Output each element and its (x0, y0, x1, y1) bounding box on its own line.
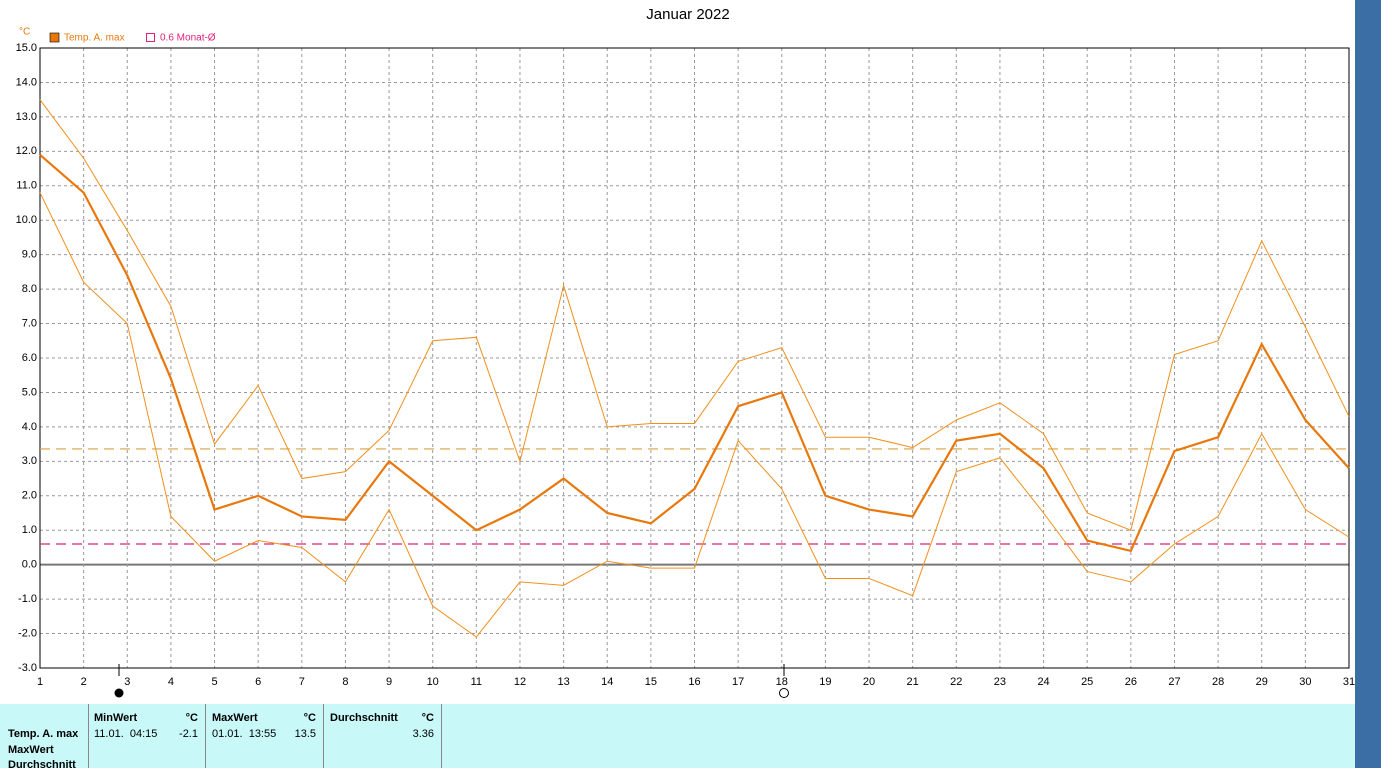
x-tick-label: 26 (1125, 676, 1137, 688)
series-line (39, 99, 1350, 531)
row-label: Temp. A. max (8, 728, 79, 740)
chart-title: Januar 2022 (646, 6, 729, 23)
cell-value: -2.1 (179, 728, 198, 740)
row-label: Durchschnitt (8, 759, 76, 768)
legend-swatch (146, 33, 155, 42)
x-tick-label: 28 (1212, 676, 1224, 688)
x-tick-label: 23 (994, 676, 1006, 688)
y-tick-label: 5.0 (22, 386, 37, 398)
x-tick-label: 11 (471, 676, 482, 688)
legend-label: Temp. A. max (64, 33, 125, 44)
desktop-edge (1355, 0, 1381, 768)
y-tick-label: 2.0 (22, 490, 37, 502)
y-tick-label: -3.0 (18, 662, 37, 674)
column-unit: °C (186, 712, 198, 724)
x-tick-label: 19 (819, 676, 831, 688)
y-tick-label: 12.0 (16, 145, 37, 157)
cell-time: 11.01. 04:15 (94, 728, 157, 740)
x-tick-label: 12 (514, 676, 526, 688)
x-tick-label: 21 (907, 676, 919, 688)
x-tick-label: 13 (557, 676, 569, 688)
x-tick-label: 2 (81, 676, 87, 688)
x-tick-label: 3 (124, 676, 130, 688)
y-tick-label: 0.0 (22, 559, 37, 571)
column-header: MinWert (94, 712, 138, 724)
cell-time: 01.01. 13:55 (212, 728, 276, 740)
y-tick-label: 13.0 (16, 111, 37, 123)
y-tick-label: 9.0 (22, 249, 37, 261)
y-tick-label: 14.0 (16, 76, 37, 88)
x-tick-label: 30 (1299, 676, 1311, 688)
x-tick-label: 6 (255, 676, 261, 688)
cell-value: 3.36 (413, 728, 434, 740)
plot: -3.0 -2.0 -1.0 0.0 1.0 2.0 3.0 4.0 5.0 6.0 7.0 8.0 9… (16, 42, 1356, 688)
column-header: Durchschnitt (330, 712, 398, 724)
x-tick-label: 31 (1343, 676, 1355, 688)
x-tick-label: 5 (211, 676, 217, 688)
y-unit: °C (19, 27, 30, 38)
y-tick-label: 1.0 (22, 524, 37, 536)
x-tick-label: 29 (1256, 676, 1268, 688)
x-tick-label: 22 (950, 676, 962, 688)
x-tick-label: 1 (37, 676, 43, 688)
row-label: MaxWert (8, 744, 54, 756)
x-tick-label: 24 (1037, 676, 1049, 688)
x-tick-label: 25 (1081, 676, 1093, 688)
x-tick-label: 10 (427, 676, 439, 688)
y-tick-label: 6.0 (22, 352, 37, 364)
series-line (39, 192, 1350, 638)
legend-swatch (49, 32, 60, 43)
x-tick-label: 17 (732, 676, 744, 688)
table-bg (0, 704, 1355, 768)
y-tick-label: 4.0 (22, 421, 37, 433)
x-tick-label: 14 (601, 676, 613, 688)
x-tick-label: 8 (342, 676, 348, 688)
x-tick-label: 20 (863, 676, 875, 688)
y-tick-label: 8.0 (22, 283, 37, 295)
series-line (39, 153, 1350, 553)
moon-new-icon (114, 688, 124, 698)
moon-full-icon (779, 688, 789, 698)
y-tick-label: 11.0 (16, 180, 37, 192)
y-tick-label: -2.0 (18, 627, 37, 639)
y-tick-label: 3.0 (22, 455, 37, 467)
cell-value: 13.5 (295, 728, 316, 740)
y-tick-label: 15.0 (16, 42, 37, 54)
x-tick-label: 16 (688, 676, 700, 688)
x-tick-label: 15 (645, 676, 657, 688)
x-tick-label: 27 (1168, 676, 1180, 688)
y-tick-label: 10.0 (16, 214, 37, 226)
legend-label: 0.6 Monat-Ø (160, 33, 216, 44)
x-tick-label: 18 (776, 676, 788, 688)
stats-table: Temp. A. max MaxWert Durchschnitt MinWer… (0, 704, 1355, 768)
y-tick-label: 7.0 (22, 317, 37, 329)
x-tick-label: 7 (299, 676, 305, 688)
column-unit: °C (422, 712, 434, 724)
x-tick-label: 9 (386, 676, 392, 688)
column-unit: °C (304, 712, 316, 724)
y-tick-label: -1.0 (18, 593, 37, 605)
x-tick-label: 4 (168, 676, 174, 688)
plot-frame (39, 47, 1350, 669)
column-header: MaxWert (212, 712, 258, 724)
